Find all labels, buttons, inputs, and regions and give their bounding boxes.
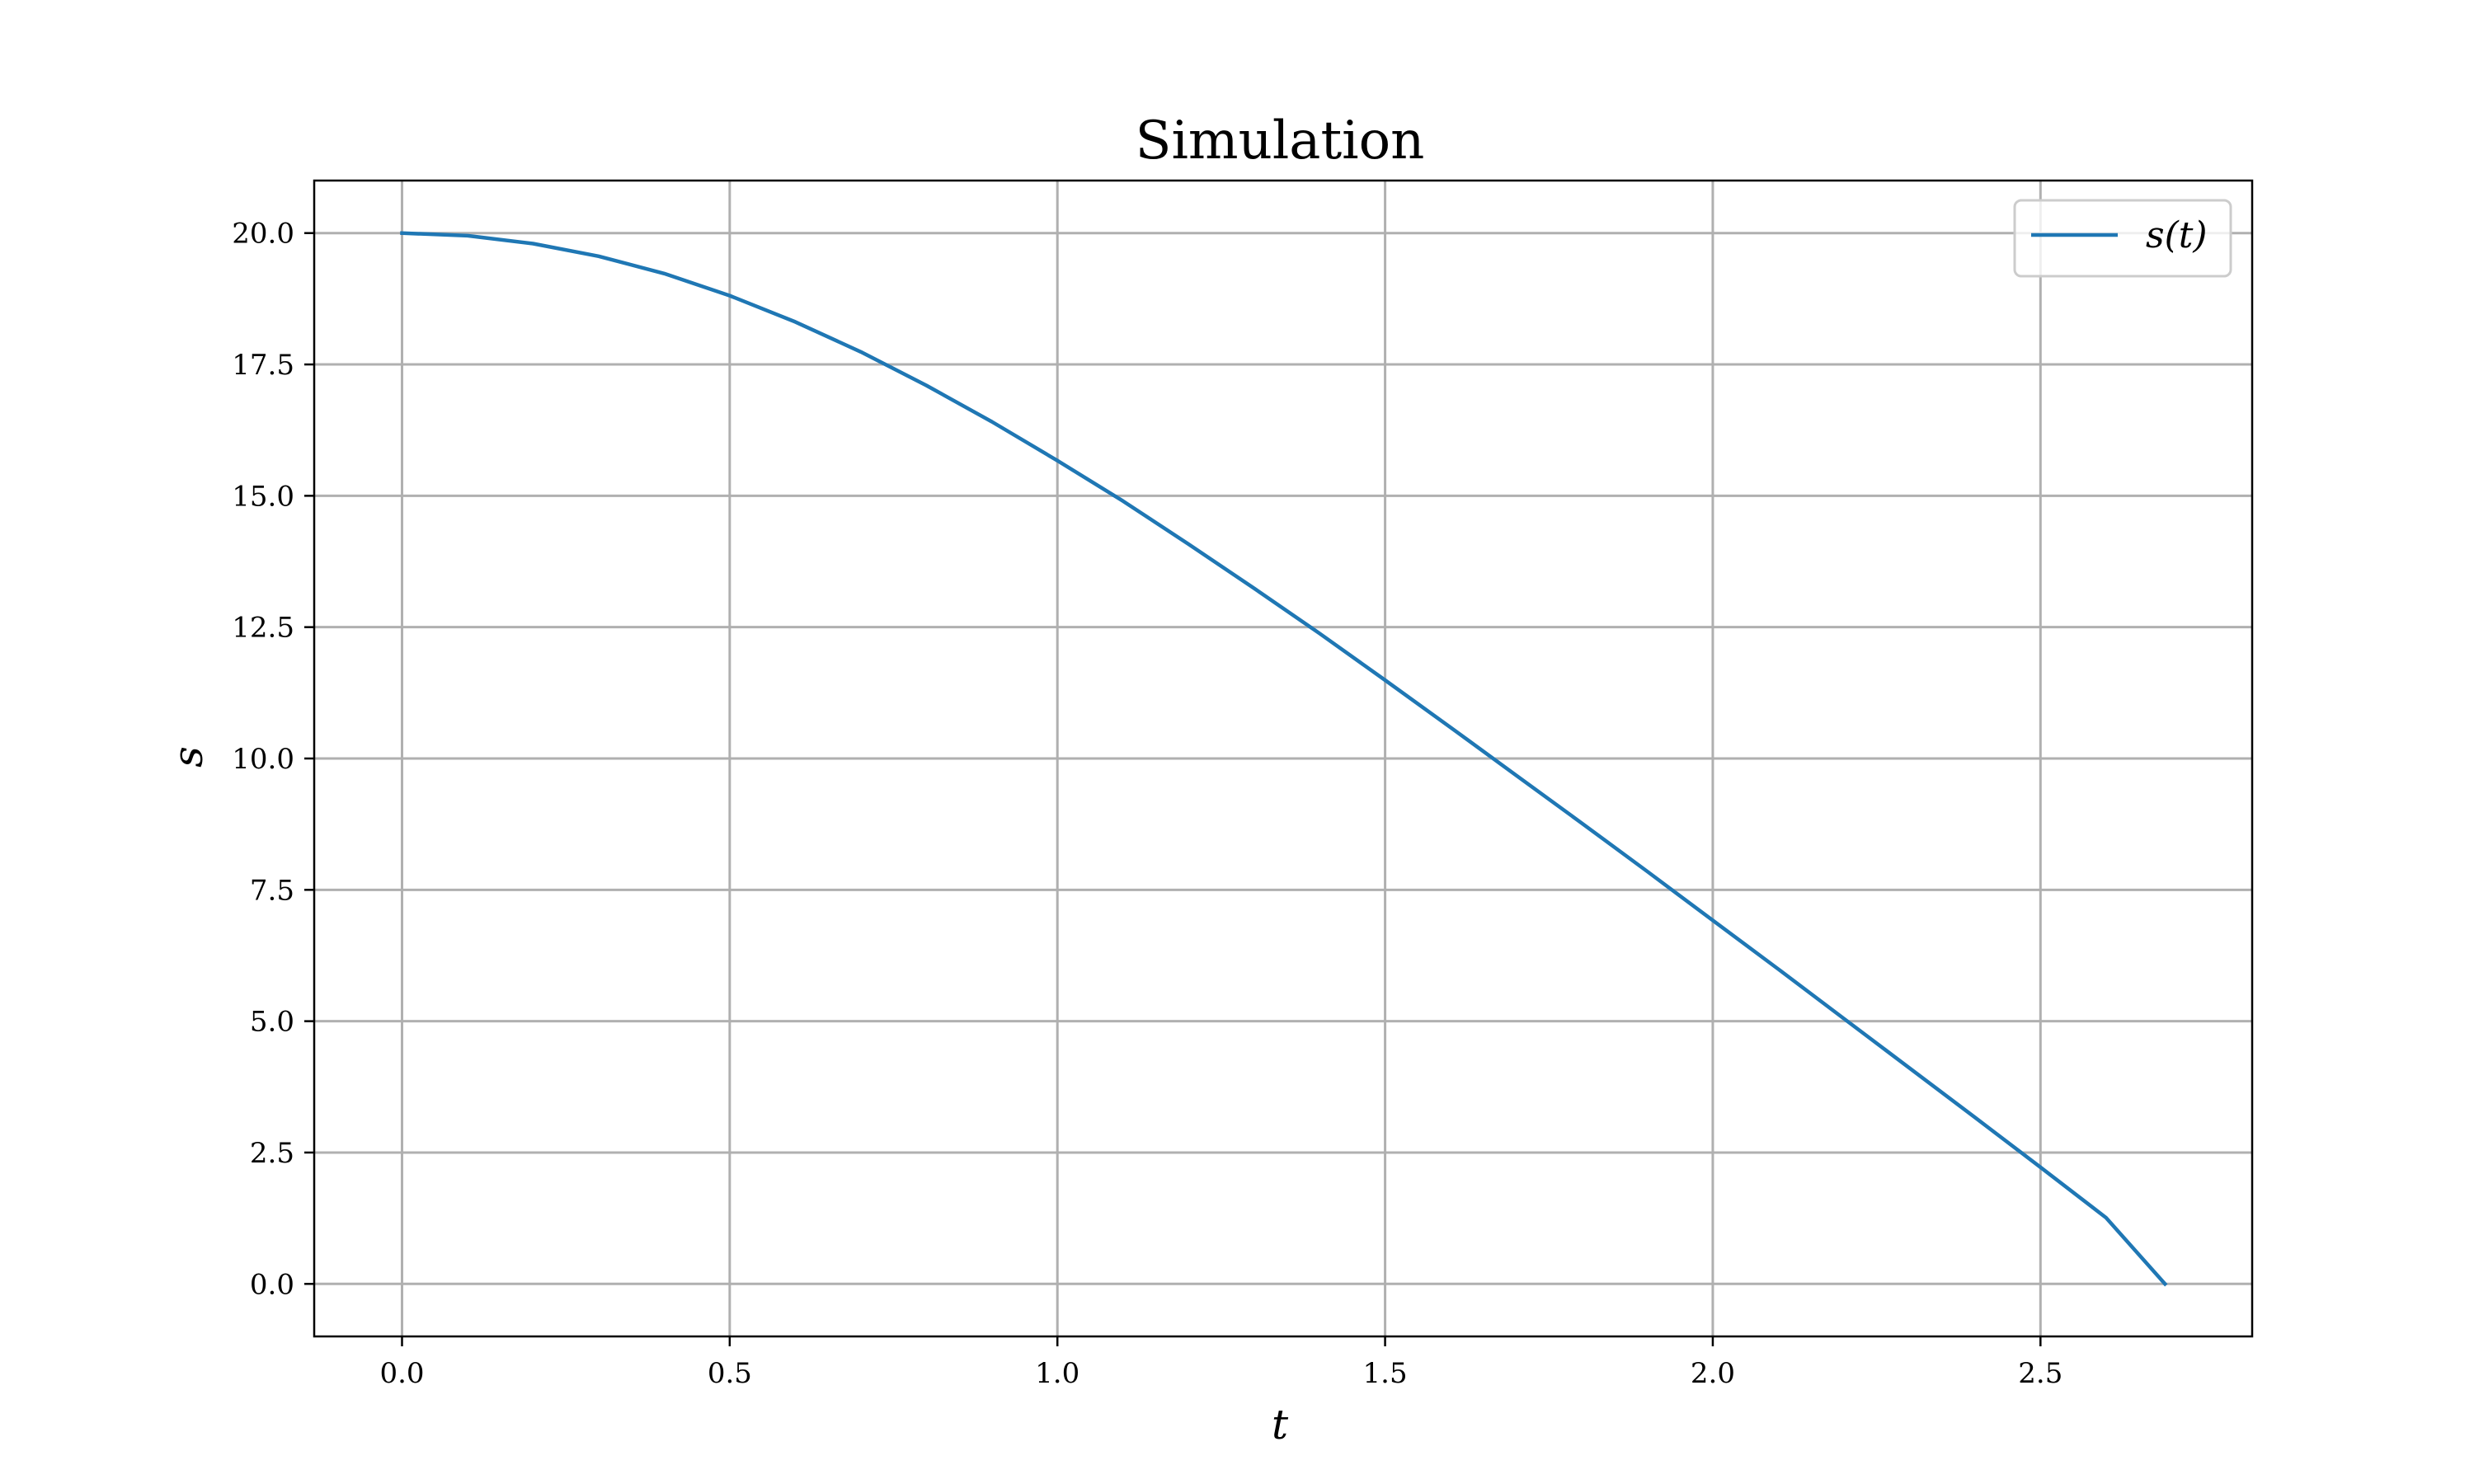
x-axis-label: t xyxy=(1272,1401,1289,1449)
legend: s(t) xyxy=(2013,199,2232,278)
y-axis-ticks: 0.0 2.5 5.0 7.5 10.0 12.5 15.0 17.5 20.0 xyxy=(232,218,314,1301)
y-tick-label: 2.5 xyxy=(250,1137,294,1170)
y-tick-label: 5.0 xyxy=(250,1006,294,1039)
legend-label-s-t: s(t) xyxy=(2146,214,2208,256)
y-axis-label: s xyxy=(164,746,212,768)
series-line-s-t xyxy=(400,231,2168,1287)
y-tick-label: 10.0 xyxy=(232,743,294,776)
y-tick-label: 20.0 xyxy=(232,218,294,251)
y-tick-label: 12.5 xyxy=(232,612,294,645)
x-tick-label: 1.5 xyxy=(1363,1357,1408,1390)
y-tick-label: 7.5 xyxy=(250,874,294,907)
x-tick-label: 0.0 xyxy=(379,1357,424,1390)
y-tick-label: 0.0 xyxy=(250,1268,294,1301)
x-tick-label: 1.0 xyxy=(1035,1357,1079,1390)
x-tick-label: 2.5 xyxy=(2018,1357,2062,1390)
x-axis-ticks: 0.0 0.5 1.0 1.5 2.0 2.5 xyxy=(379,1336,2062,1390)
y-tick-label: 15.0 xyxy=(232,480,294,513)
x-tick-label: 0.5 xyxy=(708,1357,752,1390)
series-layer xyxy=(400,231,2168,1287)
legend-box xyxy=(2013,199,2232,278)
y-tick-label: 17.5 xyxy=(232,349,294,382)
x-tick-label: 2.0 xyxy=(1691,1357,1735,1390)
chart-title: Simulation xyxy=(1136,110,1425,171)
grid xyxy=(314,181,2252,1336)
